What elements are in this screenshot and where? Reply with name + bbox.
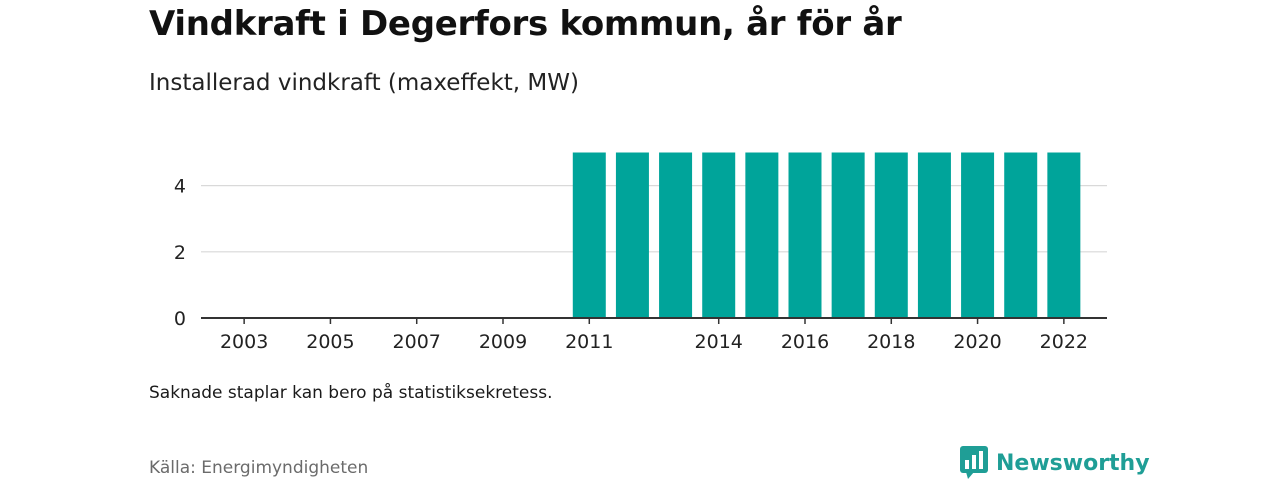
y-tick-label: 2 (174, 242, 186, 264)
x-tick-label: 2016 (781, 331, 829, 353)
x-tick-label: 2005 (306, 331, 354, 353)
bar (917, 152, 951, 318)
source-label: Källa: Energimyndigheten (149, 458, 369, 478)
bar (961, 152, 995, 318)
bar (572, 152, 606, 318)
newsworthy-logo: Newsworthy (960, 446, 1150, 480)
footnote: Saknade staplar kan bero på statistiksek… (149, 383, 553, 403)
bar (1004, 152, 1038, 318)
bar (831, 152, 865, 318)
x-tick-label: 2022 (1040, 331, 1088, 353)
bar (659, 152, 693, 318)
x-tick-label: 2020 (953, 331, 1001, 353)
x-tick-label: 2018 (867, 331, 915, 353)
x-tick-label: 2011 (565, 331, 613, 353)
gridlines: 0 2 4 (174, 176, 1107, 330)
x-tick-label: 2003 (220, 331, 268, 353)
bar (788, 152, 822, 318)
x-tick-label: 2014 (695, 331, 743, 353)
bar (702, 152, 736, 318)
bar (1047, 152, 1081, 318)
bars (572, 152, 1081, 318)
bar (745, 152, 779, 318)
bar (874, 152, 908, 318)
axes: 2003 2005 2007 2009 2011 2014 2016 2018 2020 2022 (201, 317, 1107, 353)
y-tick-label: 4 (174, 176, 186, 198)
chart-subtitle: Installerad vindkraft (maxeffekt, MW) (149, 70, 579, 96)
bar-chart-logo-icon (960, 446, 988, 479)
chart-title: Vindkraft i Degerfors kommun, år för år (149, 4, 902, 44)
x-tick-label: 2009 (479, 331, 527, 353)
logo-text: Newsworthy (996, 450, 1150, 476)
x-tick-label: 2007 (393, 331, 441, 353)
bar (615, 152, 649, 318)
y-tick-label: 0 (174, 308, 186, 330)
